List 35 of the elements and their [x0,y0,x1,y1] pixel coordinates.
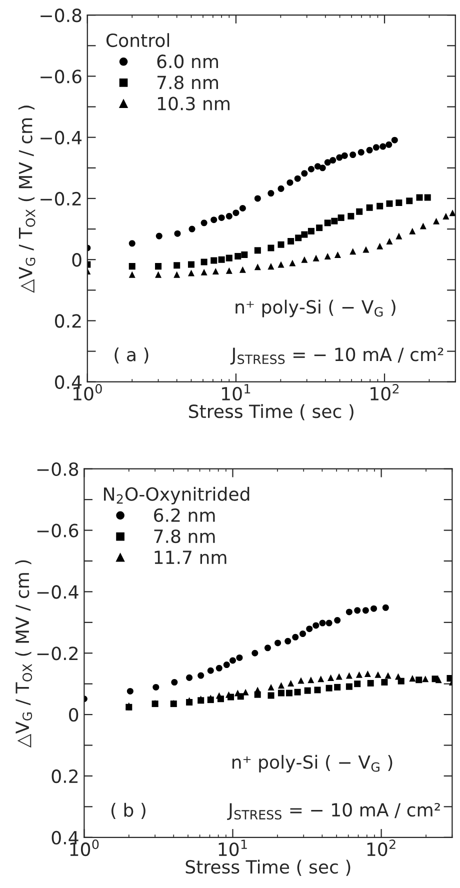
x-axis-title: Stress Time ( sec ) [189,404,354,420]
y-tick-label: −0.8 [37,462,78,476]
legend-title: Control [106,33,170,48]
legend-label: 6.2 nm [154,508,215,522]
x-tick-label: 10$^{2}$ [370,384,399,401]
y-tick-label: −0.6 [40,70,82,84]
y-tick-label: −0.4 [37,585,78,599]
y-tick-label: 0 [69,708,78,722]
x-tick-label: 10$^{1}$ [218,840,247,856]
x-tick-label: 10$^{2}$ [367,840,396,856]
legend-label: 11.7 nm [154,550,226,564]
annotation: ( b ) [111,802,146,819]
legend-label: 7.8 nm [154,529,215,544]
annotation: n⁺ poly-Si ( − V$_{G}$ ) [236,300,396,318]
y-axis-title: △V$_{G}$ / T$_{OX}$ ( MV / cm ) [18,106,36,293]
legend-label: 6.0 nm [157,54,218,68]
y-tick-label: −0.6 [37,524,78,538]
y-tick-label: −0.8 [40,8,82,22]
annotation: J$_{STRESS}$ = − 10 mA / cm² [230,348,444,365]
legend-label: 7.8 nm [157,76,218,90]
y-tick-label: −0.2 [37,646,78,660]
y-tick-label: 0.4 [52,830,78,844]
y-tick-label: −0.4 [40,130,82,144]
x-tick-label: 10$^{1}$ [222,384,250,401]
y-axis-title: △V$_{G}$ / T$_{OX}$ ( MV / cm ) [15,560,32,748]
annotation: n⁺ poly-Si ( − V$_{G}$ ) [232,754,392,772]
y-tick-label: −0.2 [40,192,81,206]
legend-title: N$_{2}$O-Oxynitrided [104,486,250,504]
y-tick-label: 0 [72,253,82,267]
x-axis-title: Stress Time ( sec ) [186,860,350,876]
y-tick-label: 0.2 [55,314,81,328]
annotation: ( a ) [114,347,148,364]
y-tick-label: 0.2 [52,769,78,784]
legend-label: 10.3 nm [158,96,230,110]
annotation: J$_{STRESS}$ = − 10 mA / cm² [227,802,440,820]
